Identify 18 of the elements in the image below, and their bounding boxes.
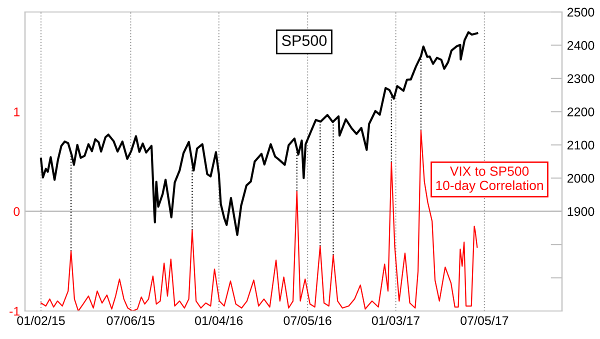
text: SP500 (282, 35, 327, 46)
y-tick-label: 1 (14, 108, 20, 116)
y2-tick-label: 2300 (567, 74, 594, 84)
x-tick-label: 01/04/16 (195, 316, 243, 326)
y-tick-label: -1 (10, 306, 20, 316)
y2-tick-label: 2100 (567, 140, 594, 150)
y2-tick-label: 1900 (568, 207, 594, 216)
x-tick-label: 07/05/16 (284, 316, 332, 326)
x-tick-label: 07/05/17 (460, 316, 508, 326)
y2-tick-label: 2200 (567, 107, 594, 116)
series-label: VIX to SP500 10-day Correlation (436, 166, 543, 193)
x-tick-label: 01/03/17 (372, 316, 420, 326)
y2-tick-label: 2400 (567, 41, 594, 50)
y2-tick-label: 2500 (567, 8, 594, 17)
x-tick-label: 07/06/15 (106, 316, 154, 326)
y-tick-label: 0 (14, 207, 20, 216)
y2-tick-label: 2000 (567, 174, 594, 183)
x-tick-label: 01/02/15 (17, 316, 65, 326)
